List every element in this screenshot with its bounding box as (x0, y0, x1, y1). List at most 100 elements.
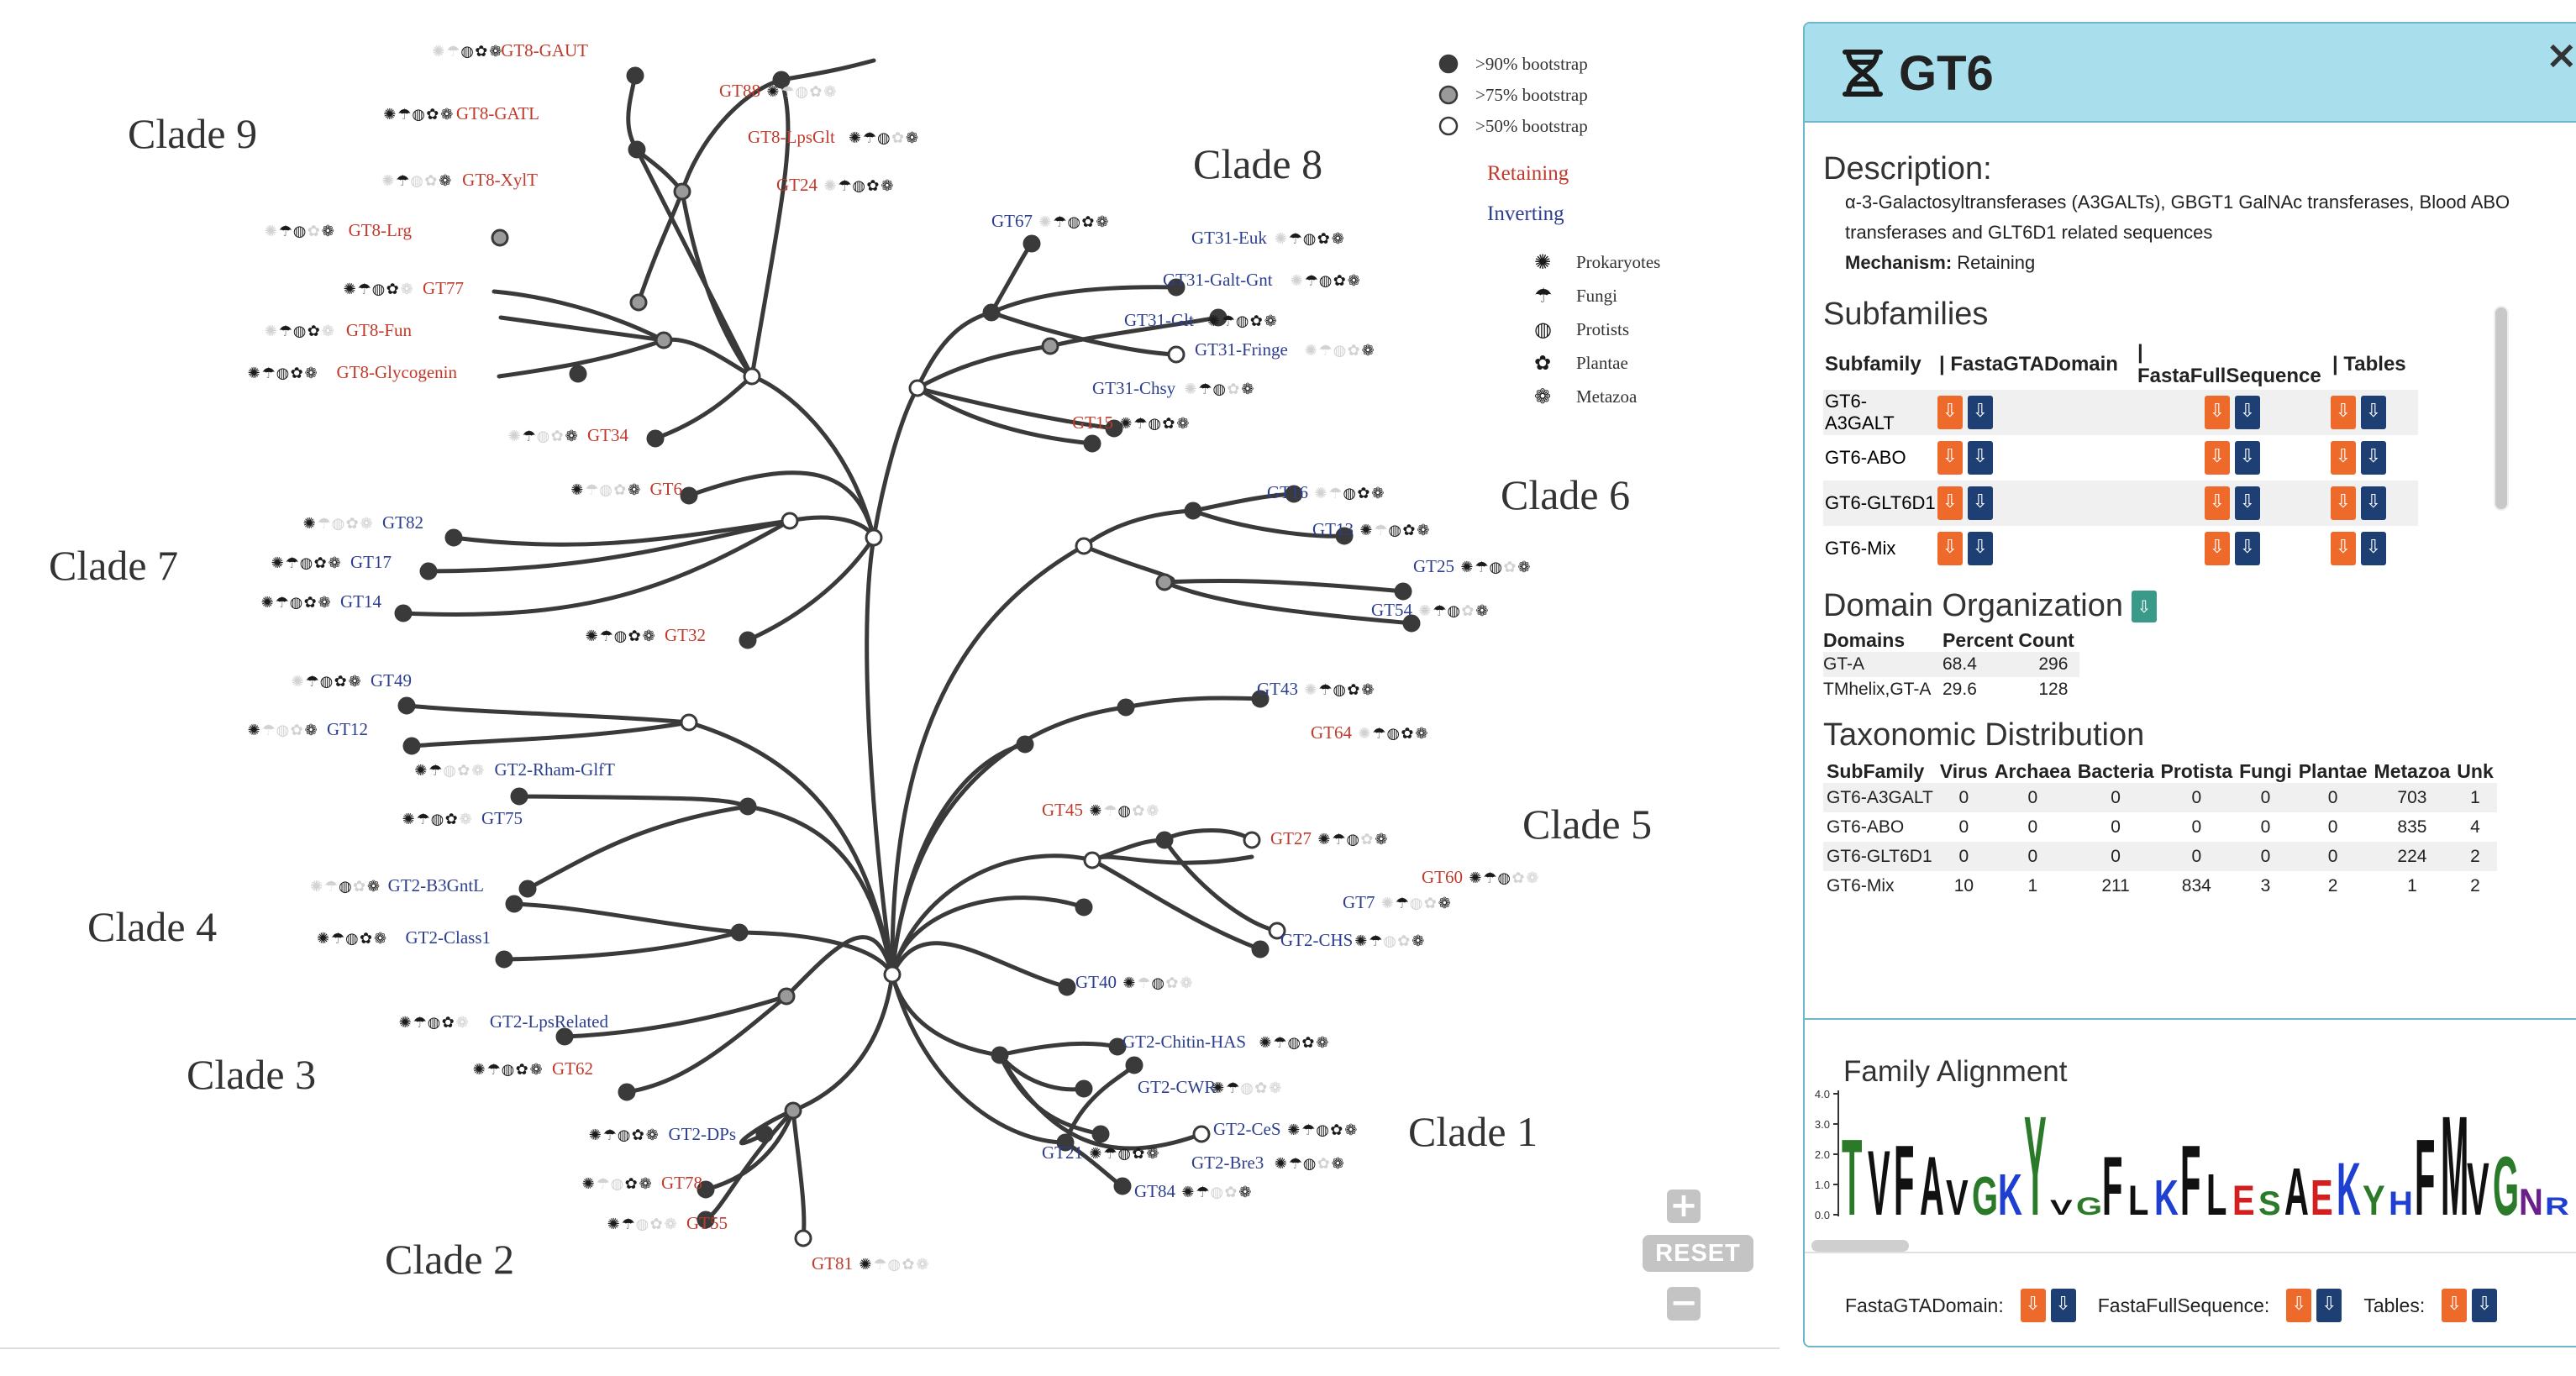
leaf-gt62[interactable]: GT62 ✺ ☂ ◍ ✿ ❁ (473, 1058, 593, 1079)
download-icon[interactable]: ⇩ (2331, 532, 2356, 565)
phylogenetic-tree[interactable]: GT8-GAUT✺ ☂ ◍ ✿ ❁ GT88 ✺ ☂ ◍ ✿ ❁ GT8-GATL✺ ☂ ◍ ✿ ❁ GT8-L… (0, 0, 1780, 1347)
leaf-gt2-class1[interactable]: GT2-Class1 ✺ ☂ ◍ ✿ ❁ (317, 927, 491, 948)
leaf-gt49[interactable]: GT49 ✺ ☂ ◍ ✿ ❁ (292, 670, 412, 691)
taxon-icon: ✺ (1418, 602, 1431, 620)
download-icon[interactable]: ⇩ (2286, 1289, 2312, 1322)
leaf-gt88[interactable]: GT88 ✺ ☂ ◍ ✿ ❁ (719, 81, 836, 101)
leaf-gt8-gaut[interactable]: GT8-GAUT ✺ ☂ ◍ ✿ ❁ (432, 40, 588, 60)
leaf-gt27[interactable]: GT27 ✺ ☂ ◍ ✿ ❁ (1270, 828, 1387, 848)
leaf-gt8-gatl[interactable]: GT8-GATL ✺ ☂ ◍ ✿ ❁ (383, 103, 539, 123)
leaf-gt2-dps[interactable]: GT2-DPs ✺ ☂ ◍ ✿ ❁ (589, 1124, 736, 1144)
leaf-gt8-lrg[interactable]: GT8-Lrg ✺ ☂ ◍ ✿ ❁ (265, 220, 413, 240)
leaf-gt15[interactable]: GT15 ✺ ☂ ◍ ✿ ❁ (1072, 412, 1189, 433)
leaf-gt43[interactable]: GT43 ✺ ☂ ◍ ✿ ❁ (1257, 679, 1374, 699)
leaf-gt2-bre3[interactable]: GT2-Bre3 ✺ ☂ ◍ ✿ ❁ (1191, 1153, 1344, 1173)
leaf-gt8-glycogenin[interactable]: GT8-Glycogenin ✺ ☂ ◍ ✿ ❁ (248, 362, 458, 382)
leaf-gt78[interactable]: GT78 ✺ ☂ ◍ ✿ ❁ (582, 1173, 702, 1193)
leaf-gt2-cwr[interactable]: GT2-CWR✺ ☂ ◍ ✿ ❁ (1138, 1077, 1281, 1097)
leaf-gt24[interactable]: GT24 ✺ ☂ ◍ ✿ ❁ (776, 175, 893, 195)
download-icon[interactable]: ⇩ (2472, 1289, 2498, 1322)
download-icon[interactable]: ⇩ (1968, 532, 1993, 565)
close-button[interactable]: × (2545, 32, 2576, 77)
zoom-out-button[interactable]: − (1667, 1286, 1701, 1321)
leaf-gt6[interactable]: GT6 ✺ ☂ ◍ ✿ ❁ (570, 479, 682, 499)
leaf-gt31-fringe[interactable]: GT31-Fringe ✺ ☂ ◍ ✿ ❁ (1195, 339, 1375, 360)
domain-download-icon[interactable]: ⇩ (2131, 590, 2157, 622)
leaf-gt7[interactable]: GT7 ✺ ☂ ◍ ✿ ❁ (1343, 892, 1451, 912)
tree-branch (634, 147, 685, 194)
leaf-gt31-chsy[interactable]: GT31-Chsy ✺ ☂ ◍ ✿ ❁ (1092, 378, 1254, 398)
download-icon[interactable]: ⇩ (2442, 1289, 2468, 1322)
download-icon[interactable]: ⇩ (1937, 486, 1963, 520)
leaf-gt31-euk[interactable]: GT31-Euk ✺ ☂ ◍ ✿ ❁ (1191, 228, 1344, 248)
leaf-gt2-lpsrelated[interactable]: GT2-LpsRelated ✺ ☂ ◍ ✿ ❁ (399, 1011, 609, 1032)
leaf-gt8-xylt[interactable]: GT8-XylT ✺ ☂ ◍ ✿ ❁ (381, 170, 538, 190)
leaf-gt55[interactable]: GT55 ✺ ☂ ◍ ✿ ❁ (607, 1213, 728, 1233)
leaf-gt84[interactable]: GT84 ✺ ☂ ◍ ✿ ❁ (1134, 1181, 1251, 1201)
leaf-gt60[interactable]: GT60 ✺ ☂ ◍ ✿ ❁ (1422, 867, 1538, 887)
leaf-gt2-chs[interactable]: GT2-CHS ✺ ☂ ◍ ✿ ❁ (1280, 930, 1424, 950)
download-icon[interactable]: ⇩ (2205, 396, 2230, 429)
leaf-gt67[interactable]: GT67 ✺ ☂ ◍ ✿ ❁ (991, 211, 1108, 231)
download-icon[interactable]: ⇩ (2361, 532, 2386, 565)
subfamilies-table: Subfamily | FastaGTADomain | FastaFullSe… (1823, 339, 2418, 571)
leaf-gt13[interactable]: GT13 ✺ ☂ ◍ ✿ ❁ (1312, 519, 1429, 539)
download-icon[interactable]: ⇩ (2331, 486, 2356, 520)
leaf-gt8-lpsglt[interactable]: GT8-LpsGlt ✺ ☂ ◍ ✿ ❁ (748, 127, 918, 147)
download-icon[interactable]: ⇩ (2235, 441, 2260, 475)
leaf-gt8-fun[interactable]: GT8-Fun ✺ ☂ ◍ ✿ ❁ (265, 320, 413, 340)
download-icon[interactable]: ⇩ (1968, 486, 1993, 520)
taxon-icon: ◍ (877, 129, 891, 147)
leaf-gt21[interactable]: GT21 ✺ ☂ ◍ ✿ ❁ (1042, 1142, 1159, 1163)
leaf-gt82[interactable]: GT82 ✺ ☂ ◍ ✿ ❁ (303, 512, 423, 533)
leaf-gt2-rham-glft[interactable]: GT2-Rham-GlfT ✺ ☂ ◍ ✿ ❁ (414, 759, 615, 780)
leaf-gt34[interactable]: GT34 ✺ ☂ ◍ ✿ ❁ (508, 425, 629, 445)
leaf-gt12[interactable]: GT12 ✺ ☂ ◍ ✿ ❁ (248, 719, 368, 739)
download-icon[interactable]: ⇩ (1937, 396, 1963, 429)
download-icon[interactable]: ⇩ (2331, 396, 2356, 429)
download-icon[interactable]: ⇩ (2331, 441, 2356, 475)
leaf-gt31-glt[interactable]: GT31-Glt ✺ ☂ ◍ ✿ ❁ (1124, 310, 1277, 330)
download-icon[interactable]: ⇩ (1968, 441, 1993, 475)
leaf-gt16[interactable]: GT16 ✺ ☂ ◍ ✿ ❁ (1267, 482, 1384, 502)
leaf-gt64[interactable]: GT64 ✺ ☂ ◍ ✿ ❁ (1311, 722, 1427, 743)
download-icon[interactable]: ⇩ (2235, 396, 2260, 429)
download-icon[interactable]: ⇩ (2361, 486, 2386, 520)
leaf-gt2-b3gntl[interactable]: GT2-B3GntL ✺ ☂ ◍ ✿ ❁ (310, 875, 484, 895)
alignment-scrollbar[interactable] (1811, 1240, 1909, 1252)
domain-table: Domains Percent Count GT-A 68.4 296 TMhelix… (1823, 629, 2079, 702)
download-icon[interactable]: ⇩ (2205, 441, 2230, 475)
reset-button[interactable]: RESET (1643, 1235, 1753, 1272)
download-icon[interactable]: ⇩ (2235, 486, 2260, 520)
leaf-gt2-chitin-has[interactable]: GT2-Chitin-HAS ✺ ☂ ◍ ✿ ❁ (1122, 1032, 1328, 1052)
leaf-gt17[interactable]: GT17 ✺ ☂ ◍ ✿ ❁ (271, 552, 392, 572)
subfamilies-scrollbar[interactable] (2495, 307, 2507, 509)
download-icon[interactable]: ⇩ (2020, 1289, 2046, 1322)
download-icon[interactable]: ⇩ (2316, 1289, 2342, 1322)
download-icon[interactable]: ⇩ (1937, 441, 1963, 475)
leaf-gt75[interactable]: GT75 ✺ ☂ ◍ ✿ ❁ (402, 808, 523, 828)
download-icon[interactable]: ⇩ (2235, 532, 2260, 565)
download-icon[interactable]: ⇩ (2361, 396, 2386, 429)
leaf-gt32[interactable]: GT32 ✺ ☂ ◍ ✿ ❁ (586, 625, 706, 645)
leaf-gt40[interactable]: GT40 ✺ ☂ ◍ ✿ ❁ (1075, 972, 1192, 992)
taxon-icon: ☂ (306, 673, 319, 691)
leaf-gt2-ces[interactable]: GT2-CeS ✺ ☂ ◍ ✿ ❁ (1213, 1119, 1357, 1139)
download-icon[interactable]: ⇩ (2205, 486, 2230, 520)
download-icon[interactable]: ⇩ (2050, 1289, 2076, 1322)
leaf-gt14[interactable]: GT14 ✺ ☂ ◍ ✿ ❁ (261, 591, 382, 612)
leaf-gt31-galt-gnt[interactable]: GT31-Galt-Gnt ✺ ☂ ◍ ✿ ❁ (1163, 270, 1360, 290)
taxonomy-column: Virus (1939, 760, 1988, 782)
taxon-icon: ✺ (1275, 230, 1287, 248)
download-icon[interactable]: ⇩ (1937, 532, 1963, 565)
tree-branch (791, 1108, 807, 1241)
zoom-in-button[interactable]: + (1667, 1189, 1701, 1223)
download-icon[interactable]: ⇩ (2205, 532, 2230, 565)
leaf-gt77[interactable]: GT77 ✺ ☂ ◍ ✿ ❁ (344, 278, 464, 298)
download-icon[interactable]: ⇩ (2361, 441, 2386, 475)
leaf-gt25[interactable]: GT25 ✺ ☂ ◍ ✿ ❁ (1413, 556, 1530, 576)
leaf-gt54[interactable]: GT54 ✺ ☂ ◍ ✿ ❁ (1371, 600, 1488, 620)
leaf-gt81[interactable]: GT81 ✺ ☂ ◍ ✿ ❁ (812, 1253, 928, 1274)
download-icon[interactable]: ⇩ (1968, 396, 1993, 429)
leaf-gt45[interactable]: GT45 ✺ ☂ ◍ ✿ ❁ (1042, 800, 1159, 820)
